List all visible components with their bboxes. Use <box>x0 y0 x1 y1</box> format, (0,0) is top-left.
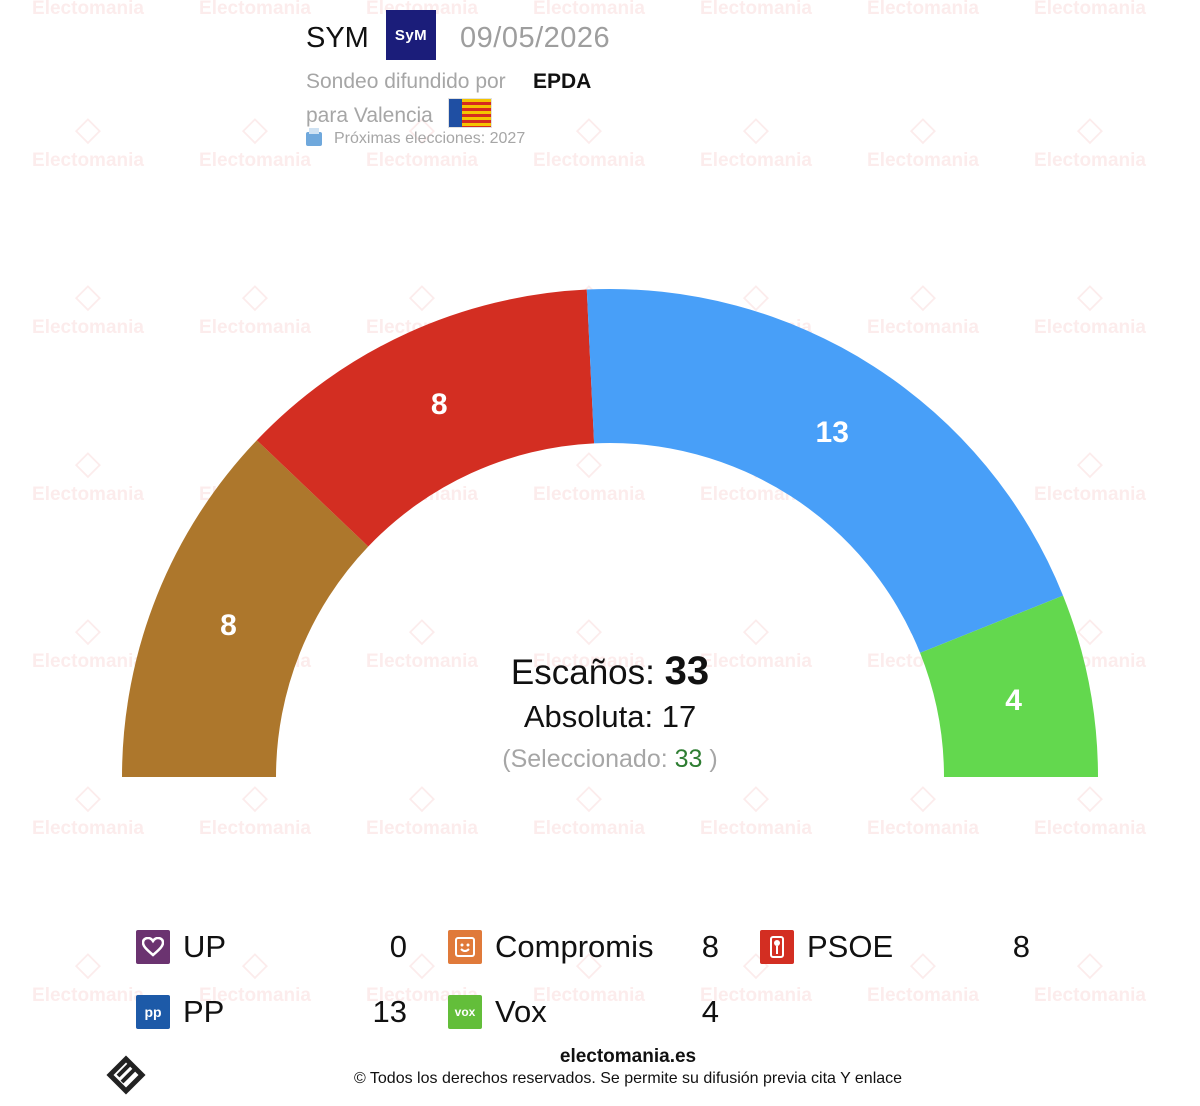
hemicycle-segment-psoe[interactable] <box>256 289 595 547</box>
pp-logo-icon: pp <box>136 995 170 1029</box>
party-legend: UP 0 Compromis 8 PSOE 8 pp PP 13 vox Vox… <box>0 925 1200 1035</box>
majority-row: Absoluta: 17 <box>410 696 810 738</box>
legend-name-up: UP <box>183 929 227 964</box>
legend-name-compromis: Compromis <box>495 929 654 964</box>
ballot-box-icon <box>306 128 322 146</box>
legend-value-psoe: 8 <box>1012 929 1030 964</box>
poll-date: 09/05/2026 <box>460 22 611 54</box>
legend-item-up[interactable]: UP <box>136 927 226 967</box>
hemicycle-segment-pp[interactable] <box>586 289 1064 653</box>
selected-label: (Seleccionado: <box>502 745 668 773</box>
legend-item-compromis[interactable]: Compromis <box>448 927 653 967</box>
next-elections: Próximas elecciones: 2027 <box>306 128 526 148</box>
legend-item-psoe[interactable]: PSOE <box>760 927 893 967</box>
seat-count-label-pp: 13 <box>816 416 849 449</box>
total-seats-row: Escaños: 33 <box>410 648 810 696</box>
selected-close: ) <box>709 745 718 773</box>
hemicycle-segment-vox[interactable] <box>920 595 1098 777</box>
seat-summary: Escaños: 33 Absoluta: 17 (Seleccionado: … <box>410 648 810 780</box>
smile-icon <box>448 930 482 964</box>
vox-logo-icon: vox <box>448 995 482 1029</box>
legend-item-pp[interactable]: pp PP <box>136 992 224 1032</box>
legend-value-compromis: 8 <box>701 929 719 964</box>
next-elections-label: Próximas elecciones: 2027 <box>334 130 526 147</box>
legend-name-psoe: PSOE <box>807 929 894 964</box>
hemicycle-segment-compromis[interactable] <box>122 440 369 777</box>
seat-count-label-psoe: 8 <box>431 388 448 421</box>
region-label: para Valencia <box>306 104 433 127</box>
poll-header: SYM SyM 09/05/2026 Sondeo difundido por … <box>0 0 1200 150</box>
legend-value-up: 0 <box>389 929 407 964</box>
legend-value-vox: 4 <box>701 994 719 1029</box>
seat-count-label-vox: 4 <box>1005 684 1022 717</box>
selected-row: (Seleccionado: 33 ) <box>410 738 810 780</box>
footer-site[interactable]: electomania.es <box>559 1046 697 1067</box>
majority-label: Absoluta: <box>523 699 654 734</box>
pollster-name: SYM <box>306 22 369 54</box>
pollster-logo: SyM <box>386 10 436 60</box>
legend-name-pp: PP <box>183 994 225 1029</box>
disseminated-by-label: Sondeo difundido por <box>306 70 506 93</box>
electomania-logo-icon <box>106 1055 146 1095</box>
legend-name-vox: Vox <box>495 994 547 1029</box>
rose-icon <box>760 930 794 964</box>
total-seats-label: Escaños: <box>510 653 655 692</box>
valencia-flag-icon <box>448 98 492 128</box>
total-seats-value: 33 <box>664 649 710 693</box>
legend-value-pp: 13 <box>372 994 407 1029</box>
heart-icon <box>136 930 170 964</box>
majority-value: 17 <box>661 699 697 734</box>
footer-rights: © Todos los derechos reservados. Se perm… <box>353 1070 903 1087</box>
seat-count-label-compromis: 8 <box>220 609 237 642</box>
selected-value: 33 <box>674 745 703 773</box>
legend-item-vox[interactable]: vox Vox <box>448 992 547 1032</box>
footer: electomania.es © Todos los derechos rese… <box>0 1044 1200 1106</box>
media-name: EPDA <box>533 70 592 93</box>
